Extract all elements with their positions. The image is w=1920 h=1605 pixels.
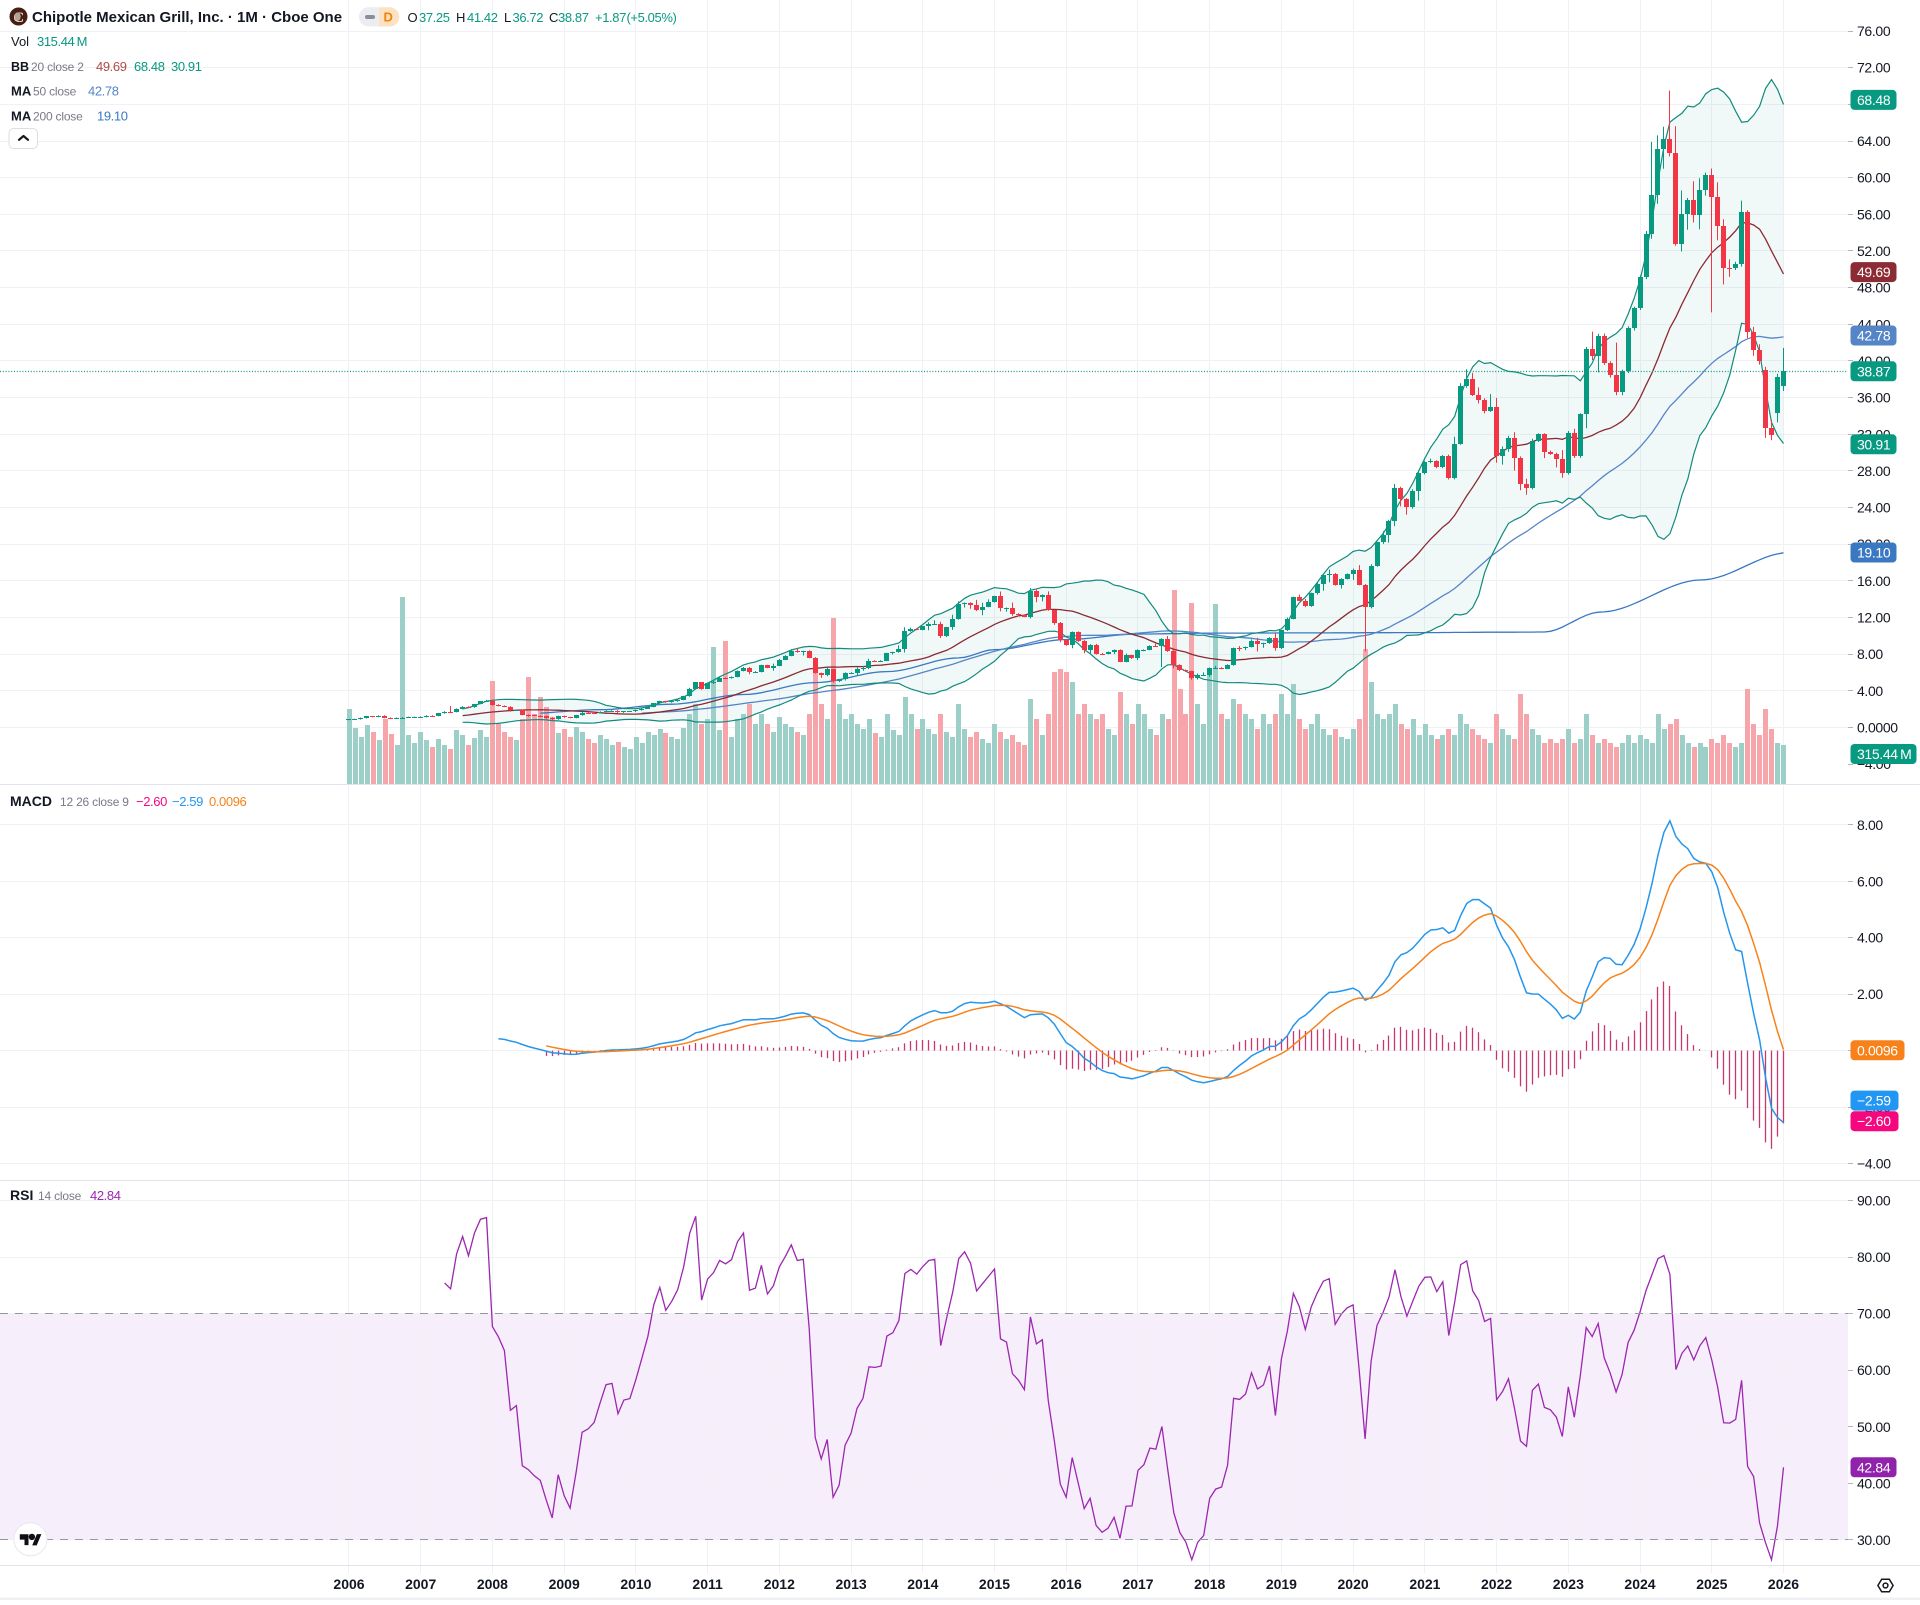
- svg-text:30.00: 30.00: [1857, 1532, 1891, 1548]
- svg-text:19.10: 19.10: [1857, 545, 1891, 561]
- svg-text:MA: MA: [11, 84, 32, 99]
- svg-text:56.00: 56.00: [1857, 206, 1891, 222]
- svg-text:38.87: 38.87: [1857, 363, 1891, 379]
- svg-text:2017: 2017: [1122, 1576, 1153, 1592]
- svg-text:2015: 2015: [979, 1576, 1010, 1592]
- svg-text:2021: 2021: [1409, 1576, 1440, 1592]
- svg-text:41.42: 41.42: [467, 10, 498, 25]
- svg-text:O: O: [408, 10, 418, 25]
- svg-text:4.00: 4.00: [1857, 930, 1883, 946]
- svg-text:8.00: 8.00: [1857, 817, 1883, 833]
- svg-text:2024: 2024: [1624, 1576, 1655, 1592]
- svg-text:−2.59: −2.59: [1857, 1093, 1891, 1109]
- svg-text:24.00: 24.00: [1857, 500, 1891, 516]
- svg-text:6.00: 6.00: [1857, 873, 1883, 889]
- svg-text:−2.59: −2.59: [172, 794, 203, 809]
- svg-text:48.00: 48.00: [1857, 280, 1891, 296]
- svg-text:80.00: 80.00: [1857, 1249, 1891, 1265]
- svg-text:−2.60: −2.60: [136, 794, 167, 809]
- svg-text:2016: 2016: [1051, 1576, 1082, 1592]
- svg-text:30.91: 30.91: [171, 59, 202, 74]
- svg-text:+1.87: +1.87: [595, 10, 626, 25]
- svg-text:8.00: 8.00: [1857, 646, 1883, 662]
- svg-text:4.00: 4.00: [1857, 683, 1883, 699]
- svg-text:(+5.05%): (+5.05%): [627, 10, 677, 25]
- svg-text:2014: 2014: [907, 1576, 938, 1592]
- svg-text:2019: 2019: [1266, 1576, 1297, 1592]
- svg-text:68.48: 68.48: [1857, 92, 1891, 108]
- svg-text:49.69: 49.69: [96, 59, 127, 74]
- svg-text:BB: BB: [11, 60, 29, 74]
- svg-text:H: H: [456, 10, 465, 25]
- svg-text:42.78: 42.78: [1857, 328, 1891, 344]
- svg-text:36.72: 36.72: [513, 10, 544, 25]
- svg-text:2011: 2011: [692, 1576, 723, 1592]
- svg-text:52.00: 52.00: [1857, 243, 1891, 259]
- svg-text:C: C: [549, 10, 558, 25]
- svg-text:68.48: 68.48: [134, 59, 165, 74]
- svg-text:L: L: [504, 10, 511, 25]
- svg-text:2008: 2008: [477, 1576, 508, 1592]
- svg-text:28.00: 28.00: [1857, 463, 1891, 479]
- svg-text:64.00: 64.00: [1857, 133, 1891, 149]
- svg-text:2.00: 2.00: [1857, 986, 1883, 1002]
- svg-text:2006: 2006: [333, 1576, 364, 1592]
- svg-text:70.00: 70.00: [1857, 1306, 1891, 1322]
- svg-text:20 close 2: 20 close 2: [31, 60, 84, 74]
- svg-text:2013: 2013: [836, 1576, 867, 1592]
- svg-text:49.69: 49.69: [1857, 264, 1891, 280]
- svg-text:2025: 2025: [1696, 1576, 1727, 1592]
- svg-text:D: D: [384, 10, 393, 25]
- svg-text:50 close: 50 close: [33, 85, 77, 99]
- svg-text:76.00: 76.00: [1857, 23, 1891, 39]
- svg-text:16.00: 16.00: [1857, 573, 1891, 589]
- svg-text:30.91: 30.91: [1857, 436, 1891, 452]
- svg-text:315.44 M: 315.44 M: [1857, 746, 1912, 762]
- svg-text:MA: MA: [11, 109, 32, 124]
- svg-text:12.00: 12.00: [1857, 610, 1891, 626]
- svg-text:2007: 2007: [405, 1576, 436, 1592]
- svg-text:Vol: Vol: [11, 34, 29, 49]
- svg-text:2026: 2026: [1768, 1576, 1799, 1592]
- svg-text:60.00: 60.00: [1857, 170, 1891, 186]
- svg-text:0.0096: 0.0096: [209, 794, 247, 809]
- svg-text:MACD: MACD: [10, 793, 52, 809]
- svg-text:42.84: 42.84: [1857, 1459, 1891, 1475]
- svg-text:40.00: 40.00: [1857, 1475, 1891, 1491]
- svg-text:2023: 2023: [1553, 1576, 1584, 1592]
- svg-text:36.00: 36.00: [1857, 390, 1891, 406]
- svg-text:38.87: 38.87: [558, 10, 589, 25]
- svg-text:0.0000: 0.0000: [1857, 720, 1898, 736]
- svg-text:37.25: 37.25: [419, 10, 450, 25]
- svg-text:42.78: 42.78: [88, 84, 119, 99]
- svg-text:RSI: RSI: [10, 1187, 33, 1203]
- svg-text:2020: 2020: [1338, 1576, 1369, 1592]
- svg-text:90.00: 90.00: [1857, 1193, 1891, 1209]
- svg-text:0.0096: 0.0096: [1857, 1042, 1898, 1058]
- svg-text:72.00: 72.00: [1857, 60, 1891, 76]
- svg-text:−2.60: −2.60: [1857, 1113, 1891, 1129]
- svg-text:2012: 2012: [764, 1576, 795, 1592]
- svg-text:60.00: 60.00: [1857, 1362, 1891, 1378]
- svg-text:12 26 close 9: 12 26 close 9: [60, 795, 129, 809]
- svg-text:Chipotle Mexican Grill, Inc. ·: Chipotle Mexican Grill, Inc. · 1M · Cboe…: [32, 9, 342, 26]
- svg-text:42.84: 42.84: [90, 1188, 121, 1203]
- svg-text:14 close: 14 close: [38, 1189, 82, 1203]
- svg-text:2010: 2010: [620, 1576, 651, 1592]
- svg-text:50.00: 50.00: [1857, 1419, 1891, 1435]
- svg-text:2009: 2009: [549, 1576, 580, 1592]
- svg-text:315.44 M: 315.44 M: [37, 34, 87, 49]
- svg-text:2018: 2018: [1194, 1576, 1225, 1592]
- svg-text:200 close: 200 close: [33, 110, 83, 124]
- svg-text:−4.00: −4.00: [1857, 1156, 1891, 1172]
- svg-text:2022: 2022: [1481, 1576, 1512, 1592]
- svg-text:19.10: 19.10: [97, 109, 128, 124]
